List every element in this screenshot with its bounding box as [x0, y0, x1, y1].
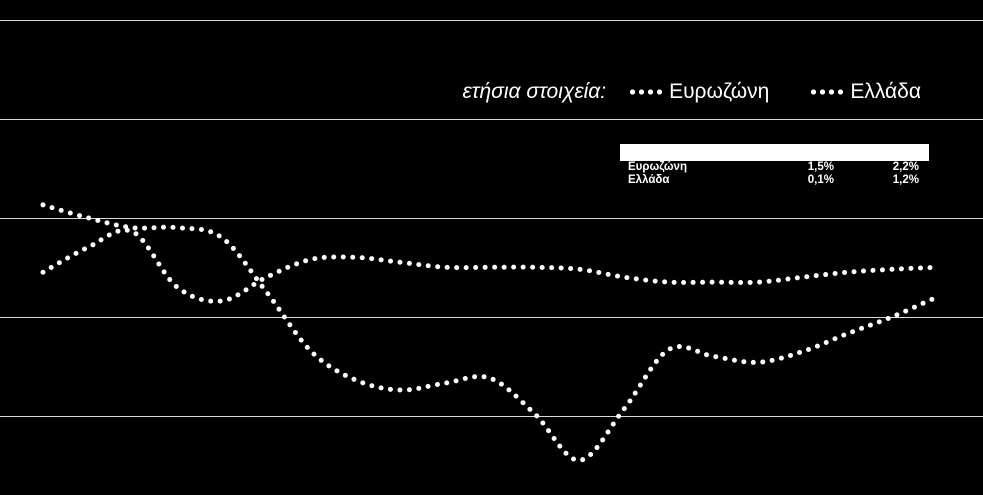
- legend-label-greece: Ελλάδα: [850, 80, 921, 103]
- gridlines: [0, 20, 983, 417]
- legend: ετήσια στοιχεία: Ευρωζώνη Ελλάδα: [0, 80, 921, 104]
- legend-swatch-greece: [809, 89, 846, 95]
- legend-swatch-eurozone: [628, 89, 665, 95]
- table-header-bar: [620, 144, 929, 161]
- table-cell-value-1: 1,5%: [807, 161, 834, 173]
- annual-data-table: Ευρωζώνη 1,5% 2,2% Ελλάδα 0,1% 1,2%: [620, 144, 929, 187]
- table-row-eurozone: Ευρωζώνη 1,5% 2,2%: [620, 161, 929, 174]
- table-row-greece: Ελλάδα 0,1% 1,2%: [620, 174, 929, 187]
- series-group: [40, 202, 940, 463]
- table-cell-name: Ελλάδα: [628, 174, 670, 186]
- series-line-0: [40, 227, 940, 304]
- legend-entry-eurozone: Ευρωζώνη: [628, 80, 769, 104]
- table-cell-value-2: 2,2%: [892, 161, 919, 173]
- table-cell-value-1: 0,1%: [807, 174, 834, 186]
- table-cell-value-2: 1,2%: [892, 174, 919, 186]
- series-line-1: [40, 202, 940, 463]
- legend-label-eurozone: Ευρωζώνη: [669, 80, 770, 103]
- legend-entry-greece: Ελλάδα: [809, 80, 921, 104]
- table-cell-name: Ευρωζώνη: [628, 161, 687, 173]
- legend-prefix: ετήσια στοιχεία:: [462, 80, 607, 103]
